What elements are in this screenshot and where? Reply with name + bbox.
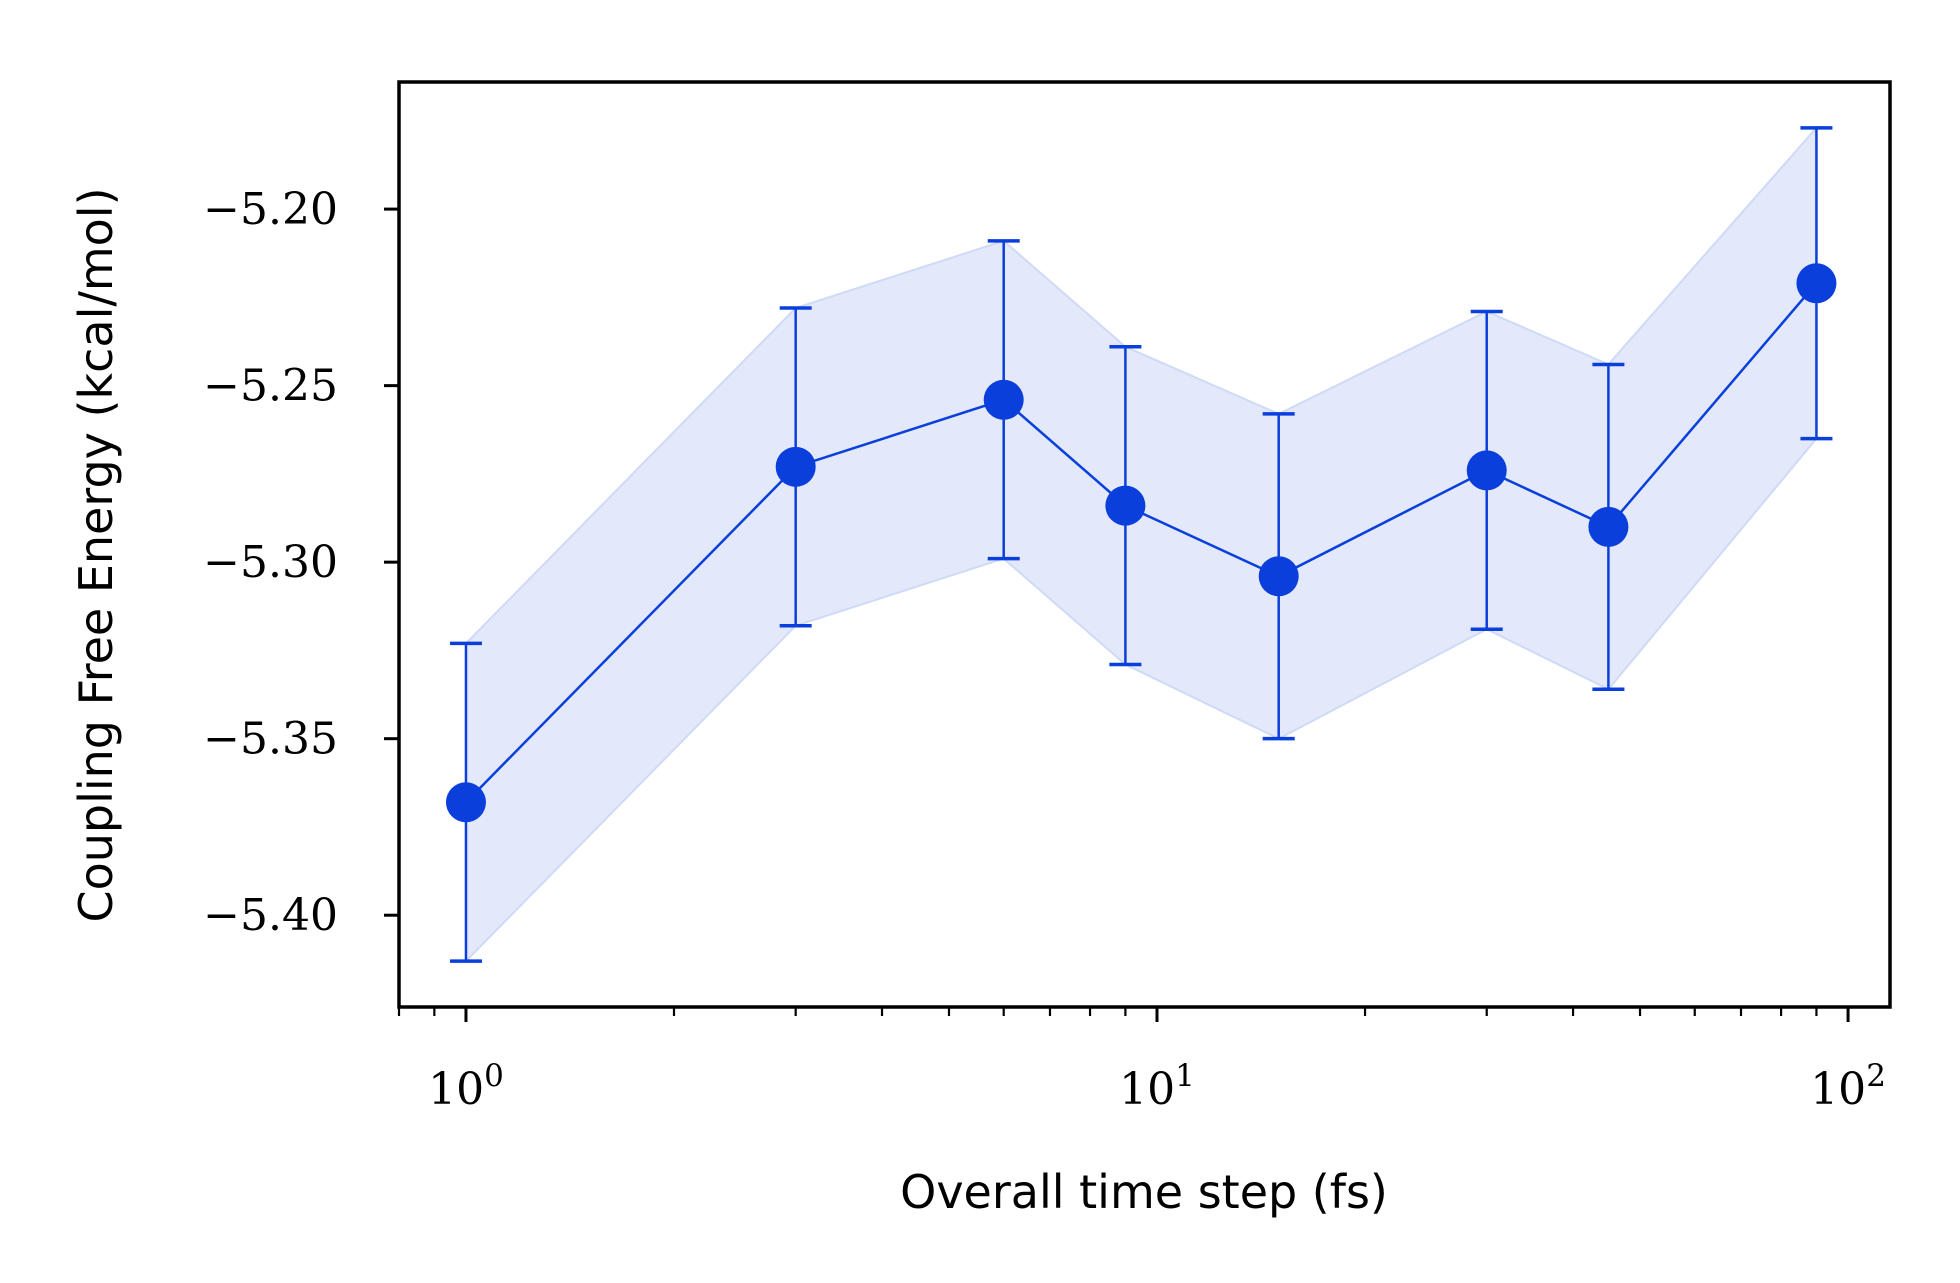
y-axis-label: Coupling Free Energy (kcal/mol) <box>69 187 123 922</box>
y-tick-label: −5.40 <box>203 890 338 941</box>
x-tick-label: 101 <box>1119 1058 1195 1115</box>
data-point-layer <box>445 263 1837 823</box>
x-axis-ticks: 100 101 102 <box>397 1007 1886 1115</box>
series-line-layer <box>465 282 1818 804</box>
x-axis-label: Overall time step (fs) <box>900 1165 1388 1219</box>
data-point <box>775 446 816 487</box>
y-tick-label: −5.25 <box>203 361 338 412</box>
data-point <box>983 379 1024 420</box>
y-axis-ticks: −5.20 −5.25 −5.30 −5.35 −5.40 <box>203 184 399 941</box>
data-point <box>1258 556 1299 597</box>
x-tick-label: 100 <box>428 1058 504 1115</box>
data-point <box>1588 506 1629 547</box>
data-point <box>1796 263 1837 304</box>
x-tick-label: 102 <box>1810 1058 1886 1115</box>
plot-frame <box>397 80 1892 1009</box>
y-tick-label: −5.35 <box>203 714 338 765</box>
data-point <box>1105 485 1146 526</box>
series-line <box>465 282 1818 804</box>
y-tick-label: −5.30 <box>203 537 338 588</box>
data-point <box>1466 450 1507 491</box>
y-tick-label: −5.20 <box>203 184 338 235</box>
data-point <box>445 782 486 823</box>
